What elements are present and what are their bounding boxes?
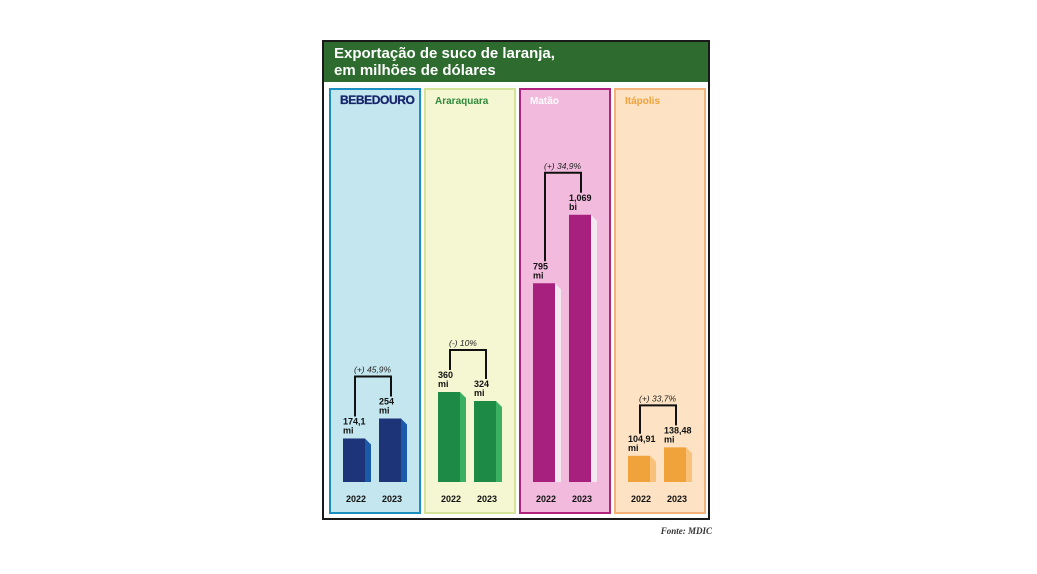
- bar-side: [401, 418, 407, 482]
- data-label-line: 138,48: [664, 425, 692, 435]
- data-label-line: 254: [379, 397, 394, 407]
- change-bracket: [449, 349, 487, 379]
- bar-side: [555, 283, 561, 482]
- bar-side: [650, 455, 656, 482]
- x-tick-label: 2023: [382, 494, 402, 504]
- panel-title: Itápolis: [625, 96, 660, 107]
- change-bracket: [354, 375, 392, 417]
- data-label-line: bi: [569, 202, 577, 212]
- change-bracket: [639, 404, 677, 434]
- data-label: 138,48 mi: [664, 425, 692, 444]
- change-label: (+) 34,9%: [544, 161, 582, 171]
- data-label-line: 104,91: [628, 434, 656, 444]
- bar-side: [365, 438, 371, 482]
- bar: [533, 283, 555, 482]
- bar: [628, 455, 650, 482]
- bar-side: [460, 392, 466, 482]
- bar: [664, 447, 686, 482]
- x-tick-label: 2023: [572, 494, 592, 504]
- data-label: 174,1 mi: [343, 416, 366, 435]
- bar: [438, 392, 460, 482]
- x-tick-label: 2023: [667, 494, 687, 504]
- panel-title: BEBEDOURO: [340, 93, 414, 107]
- data-label-line: mi: [474, 388, 485, 398]
- x-tick-label: 2022: [441, 494, 461, 504]
- panel-title: Matão: [530, 96, 559, 107]
- x-tick-label: 2022: [631, 494, 651, 504]
- data-label: 1,069 bi: [569, 193, 592, 212]
- x-tick-label: 2022: [346, 494, 366, 504]
- data-label-line: mi: [664, 434, 675, 444]
- chart-title-line2: em milhões de dólares: [334, 62, 496, 79]
- bar: [474, 401, 496, 482]
- data-label-line: 174,1: [343, 416, 366, 426]
- data-label-line: 324: [474, 379, 489, 389]
- bar: [569, 214, 591, 482]
- data-label-line: 795: [533, 261, 548, 271]
- data-label-line: 1,069: [569, 193, 592, 203]
- data-label-line: mi: [628, 443, 639, 453]
- x-tick-label: 2022: [536, 494, 556, 504]
- bar: [343, 438, 365, 482]
- bar-side: [496, 401, 502, 482]
- change-label: (-) 10%: [449, 338, 477, 348]
- data-label-line: mi: [379, 406, 390, 416]
- data-label: 254 mi: [379, 397, 394, 416]
- data-label: 360 mi: [438, 370, 453, 389]
- change-label: (+) 45,9%: [354, 365, 392, 375]
- data-label-line: mi: [438, 379, 449, 389]
- panel-title: Araraquara: [435, 96, 489, 107]
- chart-header: Exportação de suco de laranja, em milhõe…: [324, 42, 708, 82]
- panel-background: [614, 88, 706, 514]
- data-label: 324 mi: [474, 379, 489, 398]
- bar-side: [686, 447, 692, 482]
- data-label-line: mi: [533, 270, 544, 280]
- panel-2: Matão 795 mi 2022 1,069 bi 2023 (+) 34,9%: [519, 88, 611, 514]
- chart-frame: Exportação de suco de laranja, em milhõe…: [322, 40, 710, 520]
- chart-title-line1: Exportação de suco de laranja,: [334, 45, 555, 62]
- data-label-line: mi: [343, 425, 354, 435]
- source-note: Fonte: MDIC: [660, 526, 712, 536]
- bar-side: [591, 214, 597, 482]
- data-label: 104,91 mi: [628, 434, 656, 453]
- data-label: 795 mi: [533, 261, 548, 280]
- change-bracket: [544, 171, 582, 262]
- x-tick-label: 2023: [477, 494, 497, 504]
- data-label-line: 360: [438, 370, 453, 380]
- bar: [379, 418, 401, 482]
- change-label: (+) 33,7%: [639, 393, 677, 403]
